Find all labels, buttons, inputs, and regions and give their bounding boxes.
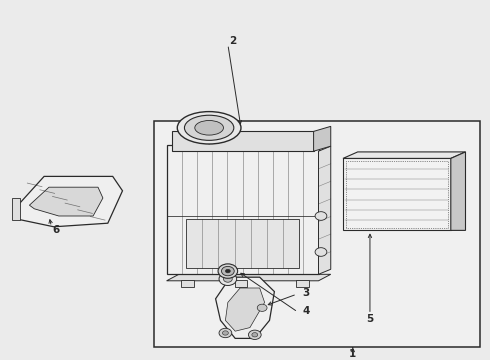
Text: 6: 6 — [53, 225, 60, 235]
Circle shape — [225, 269, 230, 273]
Text: 5: 5 — [367, 314, 373, 324]
Circle shape — [219, 273, 237, 285]
Polygon shape — [318, 146, 331, 274]
Polygon shape — [29, 187, 103, 216]
Bar — [167, 145, 318, 274]
Circle shape — [221, 266, 234, 276]
Polygon shape — [451, 152, 465, 230]
Text: 1: 1 — [349, 348, 356, 359]
Text: 2: 2 — [229, 36, 236, 46]
Circle shape — [219, 328, 232, 338]
Polygon shape — [343, 152, 466, 158]
Circle shape — [315, 212, 327, 220]
Polygon shape — [225, 288, 265, 331]
Bar — [181, 280, 194, 287]
Circle shape — [222, 331, 228, 335]
Ellipse shape — [184, 115, 234, 140]
Circle shape — [315, 248, 327, 256]
Bar — [296, 280, 309, 287]
Text: 4: 4 — [302, 306, 310, 316]
Polygon shape — [12, 198, 20, 220]
Text: 3: 3 — [303, 288, 310, 298]
Circle shape — [223, 276, 232, 282]
Circle shape — [218, 264, 238, 278]
Polygon shape — [216, 277, 274, 338]
Bar — [343, 158, 451, 230]
Circle shape — [257, 304, 267, 311]
Bar — [154, 121, 480, 347]
Bar — [186, 219, 299, 268]
Ellipse shape — [195, 121, 223, 135]
Polygon shape — [314, 126, 331, 151]
Polygon shape — [15, 176, 122, 227]
Bar — [235, 280, 247, 287]
Polygon shape — [167, 274, 331, 281]
Circle shape — [252, 333, 258, 337]
Bar — [172, 131, 314, 151]
Bar — [346, 161, 448, 228]
Ellipse shape — [177, 112, 241, 144]
Circle shape — [248, 330, 261, 339]
